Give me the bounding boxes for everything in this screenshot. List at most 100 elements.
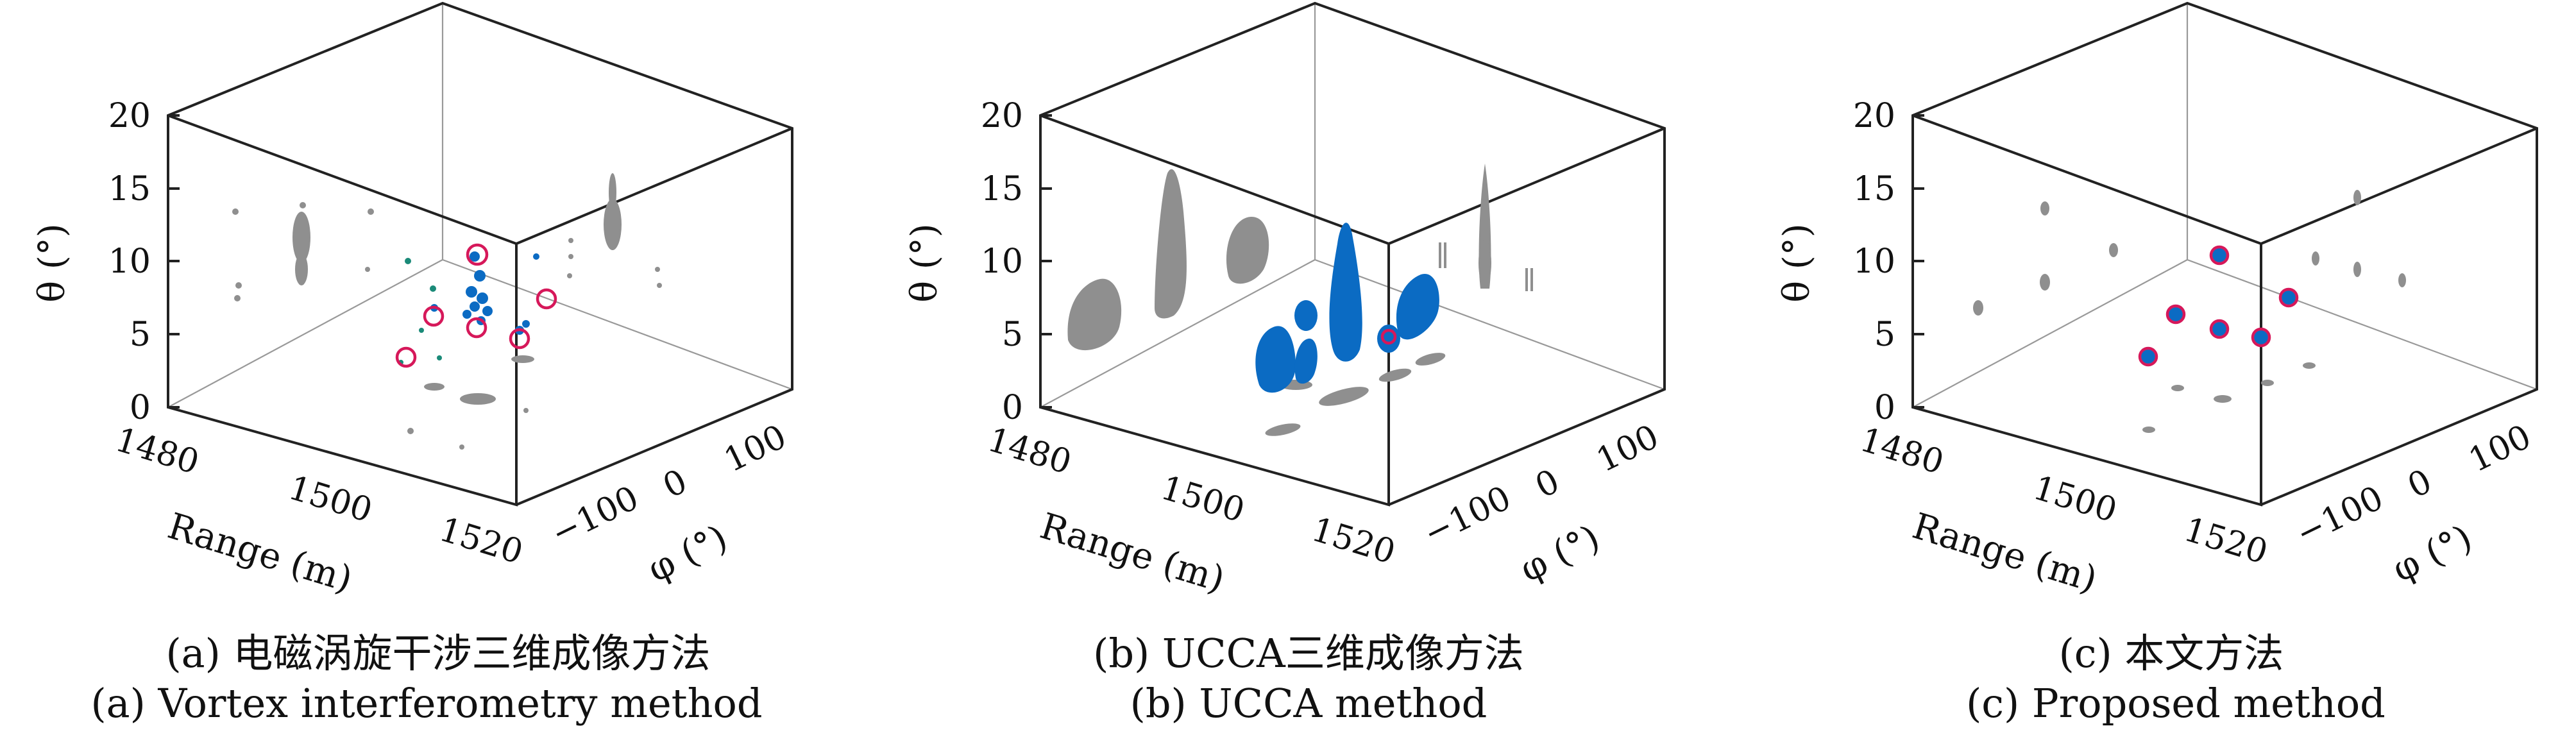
gray-blob (2303, 362, 2316, 369)
z-tick-label-20: 20 (1853, 97, 1895, 135)
target-point (2141, 350, 2155, 364)
gray-blob (2353, 262, 2361, 277)
projection-floor (2142, 362, 2316, 433)
y-axis-label: φ (°) (641, 517, 734, 591)
z-tick-label-5: 5 (1874, 316, 1895, 354)
gray-blob (2353, 190, 2361, 205)
z-tick-label-15: 15 (1853, 170, 1895, 208)
gray-blob (2398, 273, 2406, 287)
gray-dot (407, 428, 414, 434)
targets-c (2138, 245, 2299, 367)
true-position-ring (2209, 245, 2230, 266)
x-tick-label-1480: 1480 (983, 421, 1076, 482)
gray-blob (2040, 274, 2050, 291)
gray-dot (300, 202, 306, 208)
back-edge-right-floor (442, 258, 793, 391)
gray-blob (1444, 242, 1446, 268)
x-axis-label: Range (m) (1908, 505, 2102, 601)
target-point (482, 306, 493, 316)
target-point (462, 310, 471, 319)
x-tick-label-1480: 1480 (1856, 421, 1948, 482)
x-tick-label-1500: 1500 (284, 469, 377, 530)
gray-blob (1265, 423, 1301, 436)
y-axis-label: φ (°) (1514, 517, 1606, 591)
caption-en-a: (a) Vortex interferometry method (90, 680, 762, 727)
projection-left-wall (232, 202, 374, 301)
target-blob (1255, 326, 1296, 393)
gray-dot (235, 282, 242, 289)
gray-blob (295, 253, 308, 285)
gray-dot (365, 267, 370, 272)
x-tick-label-1520: 1520 (435, 511, 527, 572)
true-position-ring (2165, 304, 2186, 325)
target-blob (1294, 300, 1318, 331)
z-tick-label-15: 15 (108, 170, 151, 208)
target-point (2212, 248, 2226, 262)
axes-frame (167, 1, 793, 507)
target-point (2212, 322, 2226, 336)
gray-blob (424, 383, 445, 391)
gray-dot (568, 254, 573, 259)
x-axis-label: Range (m) (1035, 505, 1230, 601)
targets-b (1255, 223, 1439, 393)
gray-blob (1226, 216, 1269, 284)
x-tick-label-1480: 1480 (111, 421, 203, 482)
z-tick-label-0: 0 (130, 389, 151, 427)
projection-right-wall (2312, 190, 2406, 287)
z-tick-label-15: 15 (981, 170, 1023, 208)
y-axis-label: φ (°) (2386, 517, 2479, 591)
panel-b: 0 5 10 15 20 θ (°) 1480 1500 1520 Range … (904, 1, 1666, 727)
true-position-ring (423, 305, 445, 327)
z-tick-label-5: 5 (130, 316, 151, 354)
z-tick-label-20: 20 (981, 97, 1023, 135)
back-edge-left-floor (167, 259, 443, 408)
z-tick-label-10: 10 (1853, 242, 1895, 281)
gray-blob (511, 355, 534, 363)
gray-dot (567, 273, 572, 278)
target-point (522, 320, 530, 328)
target-blob (1396, 273, 1439, 340)
target-blob (1329, 223, 1362, 362)
x-tick-label-1520: 1520 (2180, 511, 2272, 572)
true-position-ring (2209, 319, 2230, 339)
y-tick-label-0: 0 (2402, 462, 2438, 506)
z-tick-label-10: 10 (108, 242, 151, 281)
gray-blob (1319, 387, 1369, 406)
y-tick-label-m100: −100 (1418, 478, 1517, 553)
y-tick-label-100: 100 (1591, 418, 1665, 480)
gray-blob (2171, 385, 2184, 391)
gray-blob (604, 199, 622, 250)
true-position-ring (1380, 328, 1397, 345)
target-point (430, 285, 436, 292)
gray-dot (234, 295, 241, 301)
target-point (477, 292, 488, 304)
gray-blob (1479, 240, 1491, 286)
target-point (437, 355, 442, 360)
target-point (2169, 307, 2183, 321)
gray-dot (368, 208, 374, 215)
target-point (2254, 330, 2268, 344)
caption-en-b: (b) UCCA method (1130, 680, 1487, 727)
true-position-ring (466, 243, 489, 266)
gray-blob (1525, 268, 1528, 291)
target-point (2282, 291, 2296, 305)
z-tick-label-10: 10 (981, 242, 1023, 281)
gray-blob (1439, 242, 1441, 268)
gray-dot (657, 283, 662, 288)
projection-right-wall (567, 173, 662, 288)
y-tick-label-0: 0 (657, 462, 693, 506)
caption-en-c: (c) Proposed method (1966, 680, 2385, 727)
true-position-ring (395, 346, 417, 368)
z-tick-label-0: 0 (1874, 389, 1895, 427)
z-tick-label-5: 5 (1002, 316, 1023, 354)
caption-cn-a: (a) 电磁涡旋干涉三维成像方法 (165, 630, 710, 677)
x-tick-label-1500: 1500 (1157, 469, 1249, 530)
gray-blob (2040, 201, 2049, 215)
caption-cn-c: (c) 本文方法 (2059, 630, 2284, 677)
caption-cn-b: (b) UCCA三维成像方法 (1093, 630, 1524, 677)
panel-a: 0 5 10 15 20 θ (°) 1480 1500 1520 Range … (31, 1, 793, 727)
true-position-ring (2138, 346, 2158, 367)
true-position-ring (466, 317, 487, 339)
true-position-ring (2251, 327, 2271, 348)
back-edge-right-floor (1314, 258, 1665, 391)
